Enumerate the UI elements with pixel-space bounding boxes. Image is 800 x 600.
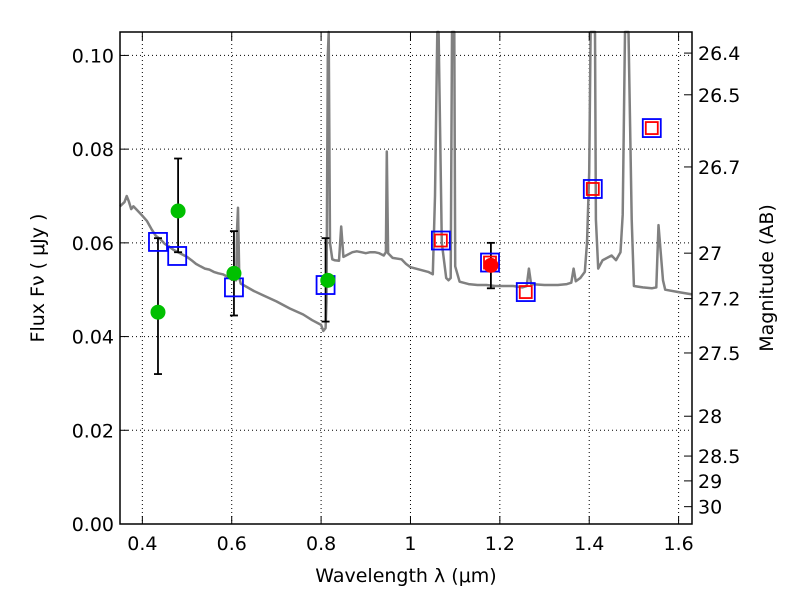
right-tick-label: 28 xyxy=(698,406,722,428)
model-spectrum xyxy=(119,30,693,333)
right-tick-label: 28.5 xyxy=(698,446,740,468)
blue-square-marker xyxy=(167,246,188,266)
red-square-marker xyxy=(433,233,448,248)
right-axis-label: Magnitude (AB) xyxy=(756,204,778,352)
green-circle-marker xyxy=(150,304,166,320)
right-tick-labels: 26.4 26.5 26.7 27 27.2 27.5 28 28.5 29 30 xyxy=(698,43,740,519)
red-square-marker xyxy=(518,285,533,299)
green-circle-marker xyxy=(226,265,242,281)
blue-square-marker xyxy=(641,118,662,138)
right-tick-label: 29 xyxy=(698,471,722,493)
axis-ticks xyxy=(120,32,692,525)
right-tick-label: 27.2 xyxy=(698,289,740,311)
y-tick-label: 0.02 xyxy=(72,420,114,442)
spectrum-line xyxy=(119,30,693,333)
blue-square-marker xyxy=(582,179,603,199)
x-tick-label: 0.6 xyxy=(217,533,247,555)
data-markers xyxy=(148,118,662,320)
right-tick-label: 26.5 xyxy=(698,85,740,107)
x-tick-label: 0.8 xyxy=(306,533,336,555)
right-tick-label: 26.4 xyxy=(698,43,740,65)
blue-square-marker xyxy=(148,232,168,252)
right-tick-label: 26.7 xyxy=(698,157,740,179)
x-axis-label: Wavelength λ (μm) xyxy=(315,565,496,587)
x-tick-label: 1.6 xyxy=(663,533,693,555)
y-tick-label: 0.04 xyxy=(72,327,114,349)
x-tick-label: 0.4 xyxy=(127,533,157,555)
y-tick-labels: 0.00 0.02 0.04 0.06 0.08 0.10 xyxy=(72,45,114,536)
x-tick-label: 1.4 xyxy=(574,533,604,555)
x-tick-labels: 0.4 0.6 0.8 1 1.2 1.4 1.6 xyxy=(127,533,693,555)
plot-frame xyxy=(119,31,693,525)
y-tick-label: 0.10 xyxy=(72,45,114,67)
right-tick-label: 27.5 xyxy=(698,343,740,365)
right-tick-label: 27 xyxy=(698,243,722,265)
y-tick-label: 0.06 xyxy=(72,233,114,255)
x-tick-label: 1 xyxy=(404,533,416,555)
green-circle-marker xyxy=(170,203,186,219)
y-tick-label: 0.08 xyxy=(72,139,114,161)
x-tick-label: 1.2 xyxy=(485,533,515,555)
y-axis-label: Flux Fν ( μJy ) xyxy=(27,214,49,343)
right-tick-label: 30 xyxy=(698,497,722,519)
blue-square-marker xyxy=(515,282,536,302)
red-square-marker xyxy=(644,121,659,135)
red-square-marker xyxy=(585,182,600,196)
y-tick-label: 0.00 xyxy=(72,514,114,536)
blue-square-marker xyxy=(430,230,451,251)
green-circle-marker xyxy=(320,272,336,288)
red-circle-marker xyxy=(483,257,499,273)
